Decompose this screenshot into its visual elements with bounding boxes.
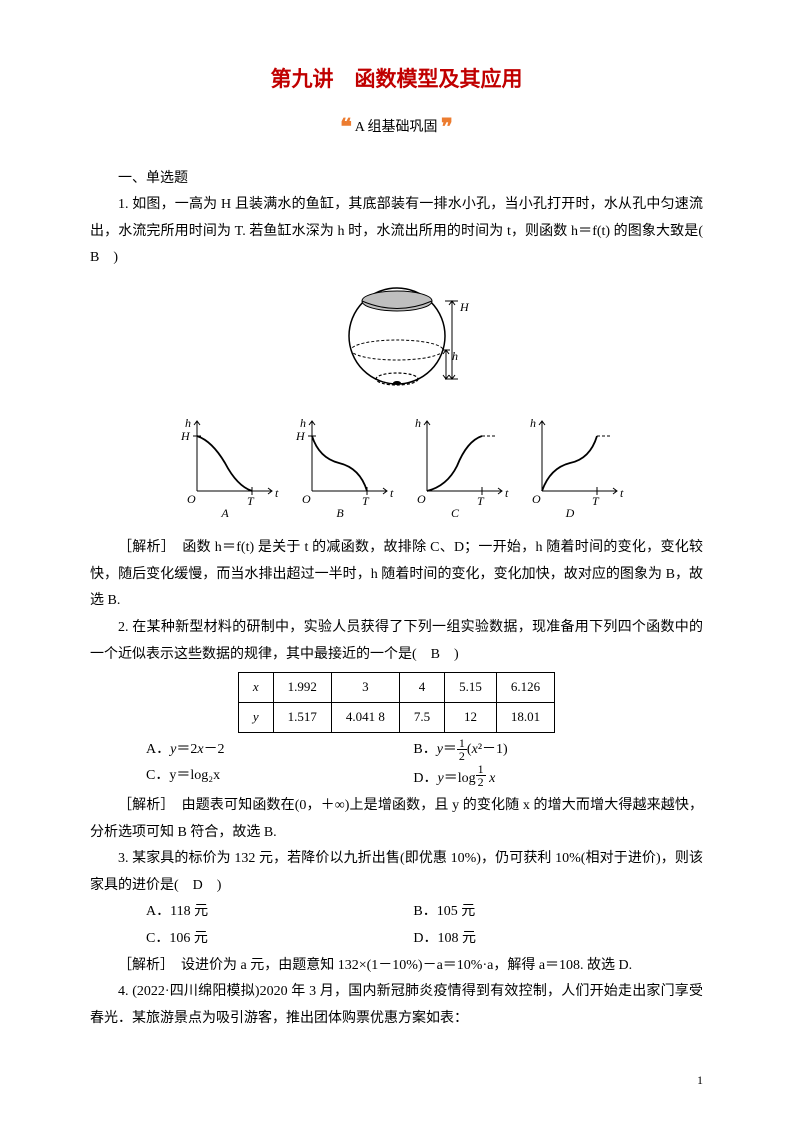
q2-options-row2: C．y＝log₂x D．y＝log12 x (146, 763, 703, 793)
q2-optA: A．y＝2x－2 (146, 737, 413, 764)
svg-text:t: t (505, 486, 509, 500)
q2-optD: D．y＝log12 x (413, 763, 680, 793)
q1-figure-tank: H h (90, 276, 703, 407)
q2-optB: B．y＝12(x²－1) (413, 737, 680, 764)
q3-text: 3. 某家具的标价为 132 元，若降价以九折出售(即优惠 10%)，仍可获利 … (90, 846, 703, 899)
q2-text: 2. 在某种新型材料的研制中，实验人员获得了下列一组实验数据，现准备用下列四个函… (90, 615, 703, 668)
q3-explain: ［解析］ 设进价为 a 元，由题意知 132×(1－10%)－a＝10%·a，解… (90, 953, 703, 980)
q2-explain: ［解析］ 由题表可知函数在(0，＋∞)上是增函数，且 y 的变化随 x 的增大而… (90, 793, 703, 846)
svg-text:T: T (247, 494, 255, 508)
q2-options-row1: A．y＝2x－2 B．y＝12(x²－1) (146, 737, 703, 764)
svg-text:O: O (302, 492, 311, 506)
svg-text:t: t (620, 486, 624, 500)
svg-text:H: H (295, 429, 306, 443)
q1-options-graphs: h O t H T A h O t H (90, 411, 703, 532)
svg-text:T: T (362, 494, 370, 508)
section-heading: 一、单选题 (90, 166, 703, 193)
svg-text:C: C (450, 506, 459, 520)
q3-optB: B．105 元 (413, 899, 680, 926)
q3-options-row2: C．106 元 D．108 元 (146, 926, 703, 953)
q3-optC: C．106 元 (146, 926, 413, 953)
table-row: y 1.517 4.041 8 7.5 12 18.01 (238, 702, 554, 732)
svg-text:t: t (275, 486, 279, 500)
q1-explain: ［解析］ 函数 h＝f(t) 是关于 t 的减函数，故排除 C、D；一开始，h … (90, 535, 703, 615)
page-title: 第九讲 函数模型及其应用 (90, 60, 703, 100)
subtitle-row: ❝ A 组基础巩固 ❞ (90, 106, 703, 148)
q2-optC: C．y＝log₂x (146, 763, 413, 793)
svg-text:T: T (477, 494, 485, 508)
quote-right-icon: ❞ (441, 114, 453, 139)
svg-text:D: D (564, 506, 574, 520)
subtitle-text: A 组基础巩固 (355, 120, 438, 135)
svg-text:T: T (592, 494, 600, 508)
svg-text:h: h (452, 349, 458, 363)
table-row: x 1.992 3 4 5.15 6.126 (238, 673, 554, 703)
svg-text:A: A (220, 506, 229, 520)
q1-text: 1. 如图，一高为 H 且装满水的鱼缸，其底部装有一排水小孔，当小孔打开时，水从… (90, 192, 703, 272)
q3-optA: A．118 元 (146, 899, 413, 926)
quote-left-icon: ❝ (340, 114, 352, 139)
svg-text:O: O (187, 492, 196, 506)
svg-text:h: h (300, 416, 306, 430)
svg-text:O: O (417, 492, 426, 506)
svg-text:H: H (180, 429, 191, 443)
q3-options-row1: A．118 元 B．105 元 (146, 899, 703, 926)
svg-text:O: O (532, 492, 541, 506)
svg-text:t: t (390, 486, 394, 500)
svg-text:h: h (185, 416, 191, 430)
svg-text:h: h (530, 416, 536, 430)
q2-table: x 1.992 3 4 5.15 6.126 y 1.517 4.041 8 7… (238, 672, 555, 732)
svg-text:h: h (415, 416, 421, 430)
page-number: 1 (697, 1069, 703, 1092)
q3-optD: D．108 元 (413, 926, 680, 953)
svg-text:B: B (336, 506, 344, 520)
q4-text: 4. (2022·四川绵阳模拟)2020 年 3 月，国内新冠肺炎疫情得到有效控… (90, 979, 703, 1032)
svg-text:H: H (459, 300, 470, 314)
page: 第九讲 函数模型及其应用 ❝ A 组基础巩固 ❞ 一、单选题 1. 如图，一高为… (0, 0, 793, 1122)
